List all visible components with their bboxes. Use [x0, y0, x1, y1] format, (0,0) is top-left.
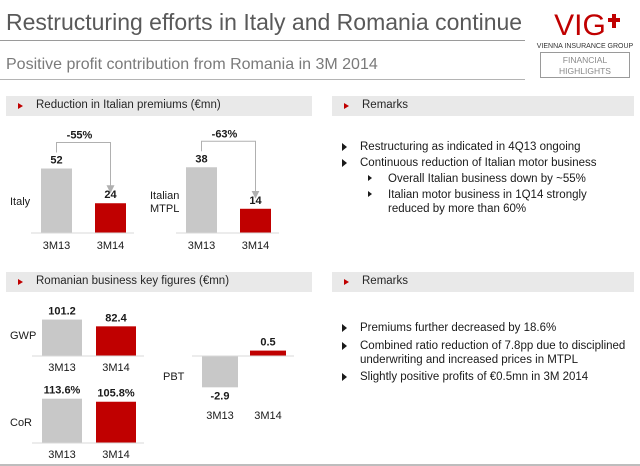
section-bullet-icon	[18, 103, 23, 109]
change-arrow	[201, 140, 260, 199]
chart-title: MTPL	[150, 203, 179, 215]
chart-title: Italian	[150, 190, 179, 202]
bullet-icon	[342, 324, 347, 332]
badge-line-1: FINANCIAL	[562, 55, 608, 65]
data-label: -2.9	[211, 390, 230, 402]
chart-bar	[186, 167, 217, 233]
chart-bar	[96, 326, 136, 356]
italy-section-bar: Reduction in Italian premiums (€mn)	[6, 96, 312, 116]
chart-bar	[240, 208, 271, 233]
data-label: 0.5	[260, 337, 275, 349]
chart-bar	[95, 203, 126, 233]
data-label: 82.4	[105, 312, 127, 324]
subtitle-divider	[0, 79, 525, 80]
remark-item: Combined ratio reduction of 7.8pp due to…	[360, 340, 626, 366]
financial-highlights-badge: FINANCIAL HIGHLIGHTS	[540, 52, 630, 78]
chart-bar	[202, 356, 238, 388]
romania-section-title: Romanian business key figures (€mn)	[36, 275, 230, 287]
logo-wordmark: VIG	[554, 9, 606, 42]
remarks2-list: Premiums further decreased by 18.6% Comb…	[334, 321, 634, 391]
remark-item: Continuous reduction of Italian motor bu…	[360, 157, 597, 169]
chart-title: PBT	[163, 371, 185, 383]
section-bullet-icon	[344, 279, 349, 285]
bullet-icon	[342, 373, 347, 381]
bullet-icon	[342, 159, 347, 167]
change-label: -55%	[67, 130, 93, 142]
change-arrow	[56, 142, 115, 194]
category-label: 3M13	[188, 240, 216, 252]
category-label: 3M14	[102, 362, 130, 374]
remarks1-section-bar: Remarks	[332, 96, 634, 116]
category-label: 3M14	[254, 410, 282, 422]
category-label: 3M14	[102, 449, 130, 461]
category-label: 3M13	[206, 410, 234, 422]
vig-logo: VIG VIENNA INSURANCE GROUP	[530, 2, 640, 52]
data-label: 52	[50, 155, 62, 167]
chart-bar	[42, 319, 82, 356]
category-label: 3M13	[43, 240, 71, 252]
remark-subitem: Overall Italian business down by ~55%	[388, 173, 586, 185]
chart-title: CoR	[10, 417, 32, 429]
data-label: 14	[249, 195, 262, 207]
page-title: Restructuring efforts in Italy and Roman…	[6, 9, 523, 35]
section-bullet-icon	[344, 103, 349, 109]
data-label: 24	[104, 189, 117, 201]
category-label: 3M14	[242, 240, 270, 252]
chart-bar	[42, 398, 82, 443]
footer-line	[0, 464, 640, 466]
italy-section-title: Reduction in Italian premiums (€mn)	[36, 99, 221, 111]
badge-line-2: HIGHLIGHTS	[559, 66, 611, 76]
chart-bar	[250, 350, 286, 356]
data-label: 101.2	[48, 306, 76, 318]
category-label: 3M14	[97, 240, 125, 252]
sub-bullet-icon	[368, 191, 372, 197]
sub-bullet-icon	[368, 175, 372, 181]
remarks2-section-bar: Remarks	[332, 272, 634, 292]
logo-tagline: VIENNA INSURANCE GROUP	[537, 43, 634, 50]
category-label: 3M13	[48, 362, 76, 374]
data-label: 113.6%	[44, 385, 81, 397]
category-label: 3M13	[48, 449, 76, 461]
remark-subitem: Italian motor business in 1Q14 strongly …	[388, 189, 587, 215]
chart-bar	[96, 401, 136, 443]
remarks1-section-title: Remarks	[362, 99, 409, 111]
chart-bar	[41, 168, 72, 233]
remark-item: Premiums further decreased by 18.6%	[360, 322, 557, 334]
bullet-icon	[342, 143, 347, 151]
data-label: 38	[195, 153, 207, 165]
page-subtitle: Positive profit contribution from Romani…	[6, 56, 378, 73]
remarks1-list: Restructuring as indicated in 4Q13 ongoi…	[334, 140, 634, 220]
remark-item: Slightly positive profits of €0.5mn in 3…	[360, 371, 589, 383]
logo-emblem-icon	[608, 14, 620, 28]
remark-item: Restructuring as indicated in 4Q13 ongoi…	[360, 141, 581, 153]
section-bullet-icon	[18, 279, 23, 285]
romania-section-bar: Romanian business key figures (€mn)	[6, 272, 312, 292]
chart-title: Italy	[10, 196, 31, 208]
title-divider	[0, 40, 525, 41]
remarks2-section-title: Remarks	[362, 275, 409, 287]
bullet-icon	[342, 342, 347, 350]
chart-title: GWP	[10, 330, 36, 342]
change-label: -63%	[212, 128, 238, 140]
data-label: 105.8%	[97, 388, 135, 400]
